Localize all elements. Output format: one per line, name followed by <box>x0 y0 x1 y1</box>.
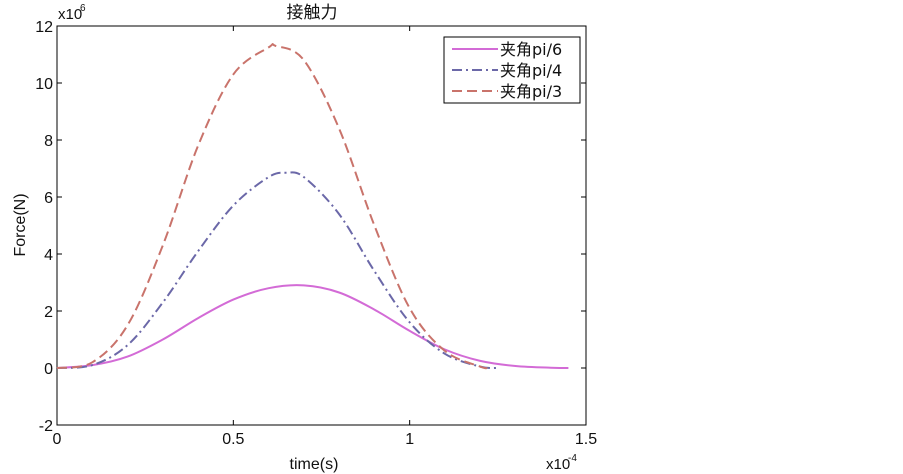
legend-label-pi3: 夹角pi/3 <box>500 82 562 101</box>
y-tick-label: -2 <box>39 418 53 435</box>
legend-label-pi6: 夹角pi/6 <box>500 40 562 59</box>
legend-label-pi4: 夹角pi/4 <box>500 61 562 80</box>
y-tick-label: 8 <box>44 133 53 150</box>
chart-title: 接触力 <box>287 3 338 23</box>
y-tick-label: 2 <box>44 304 53 321</box>
series-line-pi4 <box>56 171 498 370</box>
series-lines <box>56 43 569 370</box>
y-tick-labels: -2 0 2 4 6 8 10 12 <box>35 19 53 435</box>
x-multiplier-exp: -4 <box>568 453 577 464</box>
y-axis-title: Force(N) <box>12 193 29 256</box>
x-tick-label: 1 <box>405 431 414 448</box>
legend: 夹角pi/6 夹角pi/4 夹角pi/3 <box>443 36 581 104</box>
y-tick-label: 4 <box>44 247 53 264</box>
x-tick-label: 0 <box>53 431 62 448</box>
y-tick-label: 10 <box>35 76 53 93</box>
x-axis-title: time(s) <box>290 456 339 473</box>
y-multiplier-exp: 6 <box>80 3 86 14</box>
x-multiplier-base: x10 <box>546 456 570 473</box>
axis-ticks <box>56 25 587 426</box>
series-line-pi6 <box>56 284 569 369</box>
series-line-pi3 <box>56 43 488 370</box>
x-tick-labels: 0 0.5 1 1.5 <box>53 431 598 448</box>
x-tick-label: 0.5 <box>222 431 244 448</box>
y-tick-label: 0 <box>44 361 53 378</box>
y-tick-label: 6 <box>44 190 53 207</box>
y-multiplier-base: x10 <box>58 6 82 23</box>
y-tick-label: 12 <box>35 19 53 36</box>
x-tick-label: 1.5 <box>575 431 597 448</box>
